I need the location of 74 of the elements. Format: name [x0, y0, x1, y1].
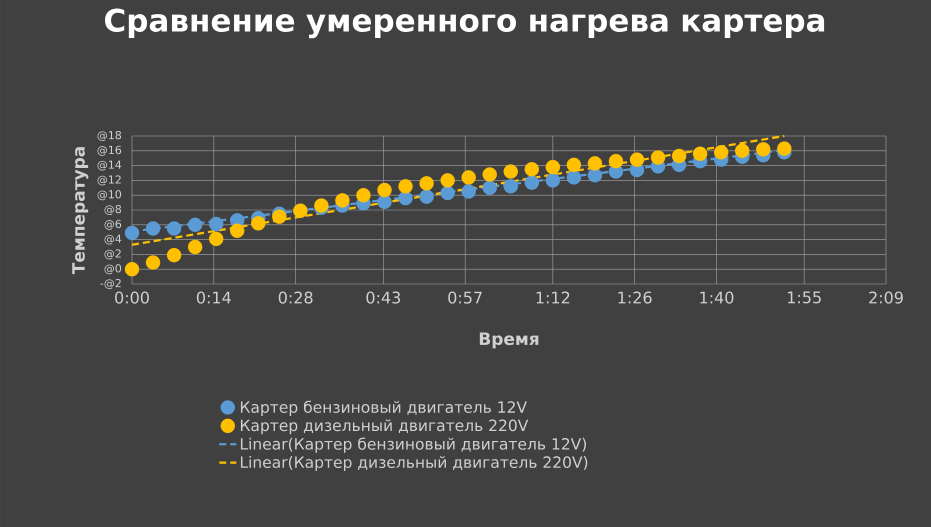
y-tick-label: @16	[98, 146, 122, 156]
point	[166, 248, 182, 262]
point	[714, 145, 728, 160]
point	[124, 262, 140, 276]
x-tick-label: 1:12	[536, 292, 570, 304]
point	[650, 150, 666, 165]
point	[588, 168, 602, 182]
y-axis-title: Температура	[72, 147, 88, 274]
y-tick-label: @14	[98, 160, 122, 171]
x-tick-label: 0:28	[278, 292, 313, 304]
point	[524, 162, 539, 176]
point	[608, 154, 624, 168]
point	[588, 156, 602, 171]
point	[208, 232, 224, 246]
point	[377, 194, 392, 210]
point	[124, 226, 140, 240]
point	[377, 182, 392, 198]
legend-label: Картер дизельный двигатель 220V	[240, 419, 528, 434]
point	[566, 158, 582, 172]
point	[672, 148, 686, 164]
x-tick-label: 1:40	[700, 292, 734, 304]
point	[440, 173, 455, 188]
y-tick-label: @2	[104, 249, 121, 260]
y-tick-label: @6	[104, 220, 122, 230]
point	[440, 186, 455, 200]
x-tick-label: 1:26	[618, 292, 652, 304]
point	[398, 190, 413, 206]
point	[630, 152, 644, 167]
point	[735, 144, 750, 158]
chart-title: Сравнение умеренного нагрева картера	[105, 8, 824, 38]
x-tick-label: 2:09	[869, 292, 903, 304]
point	[335, 193, 350, 208]
y-tick-label: @12	[98, 175, 121, 186]
y-tick-label: -@2	[100, 278, 121, 290]
x-tick-label: 0:00	[115, 292, 149, 304]
point	[188, 218, 202, 232]
x-axis-title: Время	[480, 332, 538, 348]
y-tick-label: @8	[104, 204, 122, 216]
y-tick-label: @18	[98, 130, 122, 142]
x-tick-label: 0:57	[448, 292, 482, 304]
point	[419, 176, 434, 191]
point	[461, 170, 476, 185]
x-tick-label: 0:43	[366, 292, 400, 304]
legend-label: Linear(Картер дизельный двигатель 220V)	[240, 456, 588, 472]
point	[398, 179, 413, 194]
point	[482, 167, 497, 182]
point	[419, 189, 434, 204]
y-tick-label: @4	[104, 234, 122, 245]
point	[251, 216, 266, 231]
point	[546, 160, 560, 174]
y-tick-label: @0	[104, 264, 122, 274]
x-tick-label: 0:14	[196, 292, 231, 304]
legend-label: Картер бензиновый двигатель 12V	[240, 400, 527, 416]
point	[756, 142, 770, 157]
point	[188, 240, 202, 254]
point	[146, 221, 160, 236]
point	[546, 173, 560, 188]
point	[356, 188, 371, 202]
y-tick-label: @10	[98, 190, 122, 200]
point	[504, 164, 518, 179]
point	[166, 221, 182, 236]
point	[146, 255, 160, 270]
point	[524, 175, 539, 190]
x-tick-label: 1:55	[788, 292, 821, 304]
point	[230, 224, 244, 238]
point	[566, 170, 582, 185]
point	[692, 146, 708, 161]
point	[777, 141, 792, 156]
point	[461, 184, 476, 199]
legend-label: Linear(Картер бензиновый двигатель 12V)	[240, 437, 586, 453]
point	[504, 179, 518, 194]
point	[482, 180, 497, 195]
point	[272, 209, 286, 224]
point	[208, 216, 224, 232]
